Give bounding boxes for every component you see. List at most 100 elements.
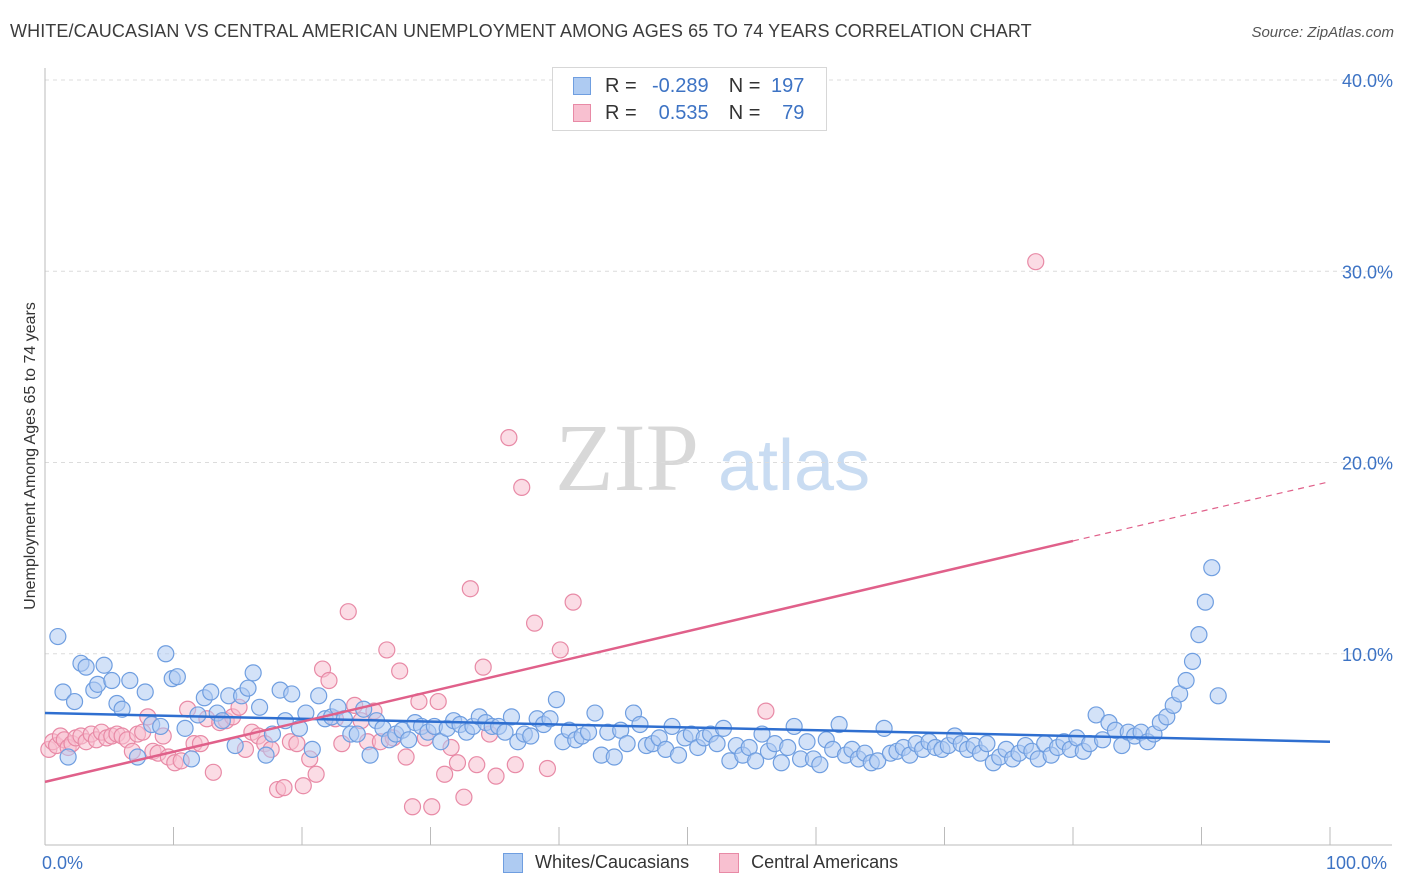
series-legend: Whites/Caucasians Central Americans — [503, 852, 928, 873]
whites-point — [361, 746, 379, 764]
central-americans-trend-extension — [1072, 481, 1331, 542]
central-americans-point — [757, 702, 775, 720]
legend-n-value: 197 — [771, 74, 805, 97]
x-tick-label-max: 100.0% — [1326, 853, 1388, 873]
whites-point — [202, 683, 220, 701]
whites-point — [226, 736, 244, 755]
central-americans-trend-line — [44, 539, 1074, 784]
legend-r-value: 0.535 — [658, 101, 709, 124]
central-americans-point — [204, 763, 222, 781]
whites-point — [772, 754, 790, 772]
axes — [44, 68, 1392, 846]
whites-point — [708, 735, 726, 753]
legend-r-label: R = — [605, 74, 637, 97]
whites-point — [283, 685, 301, 703]
series-legend-central: Central Americans — [719, 852, 898, 873]
legend: R = -0.289 N = 197 R = 0.535 N = 79 — [552, 67, 827, 131]
zipatlas-watermark: ZIP atlas — [555, 404, 870, 511]
y-axis-label: Unemployment Among Ages 65 to 74 years — [22, 302, 39, 610]
central-americans-point — [551, 641, 569, 659]
whites-points — [49, 559, 1227, 774]
legend-swatch-central — [573, 104, 591, 122]
whites-point — [785, 717, 803, 736]
gridlines — [45, 79, 1392, 655]
whites-point — [631, 715, 649, 734]
whites-point — [605, 748, 623, 766]
whites-point — [1203, 559, 1221, 577]
legend-n-value: 79 — [782, 101, 805, 124]
central-americans-point — [525, 614, 544, 632]
trend-lines — [44, 481, 1331, 784]
central-americans-point — [500, 429, 518, 447]
central-americans-point — [288, 735, 306, 753]
whites-point — [250, 698, 269, 716]
legend-r-label: R = — [605, 101, 637, 124]
whites-point — [586, 704, 604, 722]
whites-point — [244, 664, 262, 682]
chart-title: WHITE/CAUCASIAN VS CENTRAL AMERICAN UNEM… — [10, 21, 1032, 41]
central-americans-point — [320, 671, 338, 690]
y-tick-label: 40.0% — [1342, 71, 1393, 91]
whites-point — [978, 735, 996, 753]
central-americans-point — [397, 748, 415, 766]
whites-point — [541, 710, 559, 728]
whites-point — [522, 727, 540, 745]
central-americans-point — [403, 798, 422, 816]
legend-row-whites: R = -0.289 N = 197 — [573, 73, 804, 99]
central-americans-point — [391, 662, 409, 680]
whites-point — [1087, 706, 1105, 724]
central-americans-point — [294, 777, 312, 795]
whites-point — [875, 719, 893, 737]
whites-point — [547, 691, 566, 709]
whites-point — [239, 679, 257, 697]
legend-n-label: N = — [728, 74, 761, 97]
whites-point — [152, 717, 170, 736]
y-tick-label: 30.0% — [1342, 262, 1393, 282]
central-americans-point — [461, 580, 479, 598]
source-attribution: Source: ZipAtlas.com — [1251, 24, 1394, 41]
watermark-atlas: atlas — [718, 426, 870, 506]
central-americans-point — [468, 756, 486, 774]
y-tick-label: 20.0% — [1342, 454, 1393, 474]
series-legend-whites: Whites/Caucasians — [503, 852, 689, 873]
whites-point — [213, 712, 231, 730]
central-americans-point — [513, 478, 531, 496]
whites-point — [176, 719, 194, 737]
y-tick-label: 10.0% — [1342, 645, 1393, 665]
whites-point — [303, 740, 321, 758]
central-americans-point — [455, 788, 473, 806]
whites-point — [1183, 652, 1202, 671]
series-swatch-central — [719, 852, 740, 873]
whites-point — [89, 675, 107, 693]
whites-point — [1196, 593, 1214, 611]
central-americans-point — [423, 798, 441, 816]
whites-point — [310, 687, 328, 705]
central-americans-point — [339, 603, 357, 621]
central-americans-point — [448, 754, 467, 772]
whites-point — [103, 671, 121, 690]
whites-point — [54, 683, 72, 701]
whites-point — [257, 746, 275, 764]
series-label-central: Central Americans — [751, 852, 899, 872]
whites-point — [779, 738, 797, 757]
whites-trend-line — [44, 711, 1331, 743]
watermark-zip: ZIP — [555, 404, 699, 511]
central-americans-point — [506, 756, 524, 774]
series-label-whites: Whites/Caucasians — [535, 852, 690, 872]
central-americans-point — [307, 765, 325, 783]
whites-point — [669, 746, 688, 764]
whites-point — [1209, 687, 1227, 705]
whites-point — [59, 748, 77, 766]
whites-point — [168, 668, 186, 686]
central-americans-point — [564, 593, 582, 611]
central-americans-point — [436, 765, 454, 783]
whites-point — [618, 735, 636, 753]
legend-swatch-whites — [573, 77, 591, 95]
whites-point — [1190, 626, 1208, 644]
whites-point — [747, 752, 765, 770]
y-tick-labels: 10.0% 20.0% 30.0% 40.0% — [1342, 71, 1393, 665]
legend-n-label: N = — [728, 101, 761, 124]
central-americans-point — [487, 767, 505, 785]
whites-point — [157, 645, 175, 663]
